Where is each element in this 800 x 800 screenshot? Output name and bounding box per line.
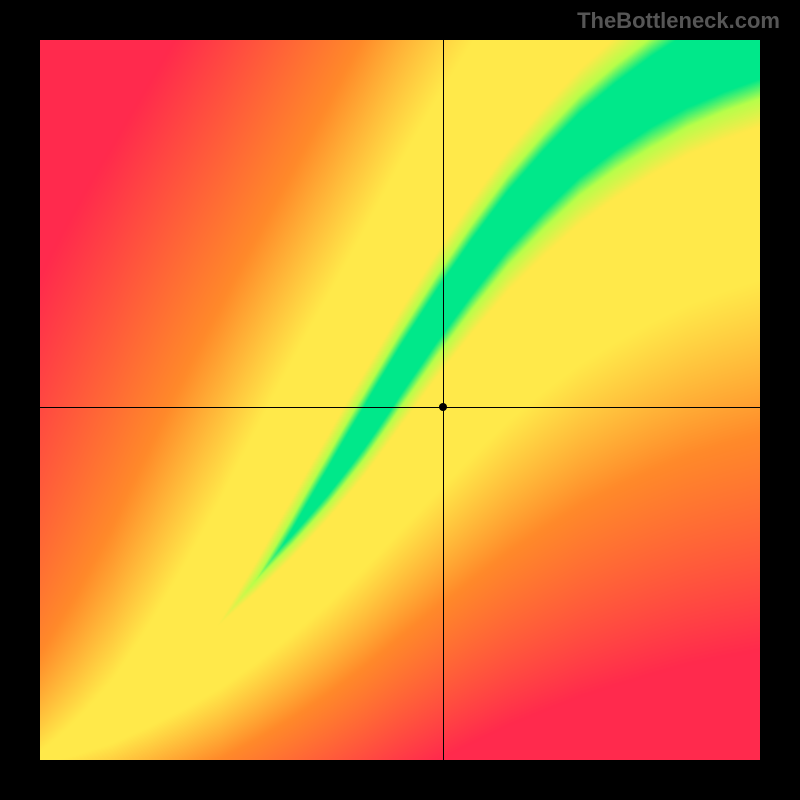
crosshair-vertical	[443, 40, 444, 760]
crosshair-marker	[439, 403, 447, 411]
chart-container: TheBottleneck.com	[0, 0, 800, 800]
watermark-text: TheBottleneck.com	[577, 8, 780, 34]
plot-area	[40, 40, 760, 760]
crosshair-horizontal	[40, 407, 760, 408]
bottleneck-heatmap	[40, 40, 760, 760]
